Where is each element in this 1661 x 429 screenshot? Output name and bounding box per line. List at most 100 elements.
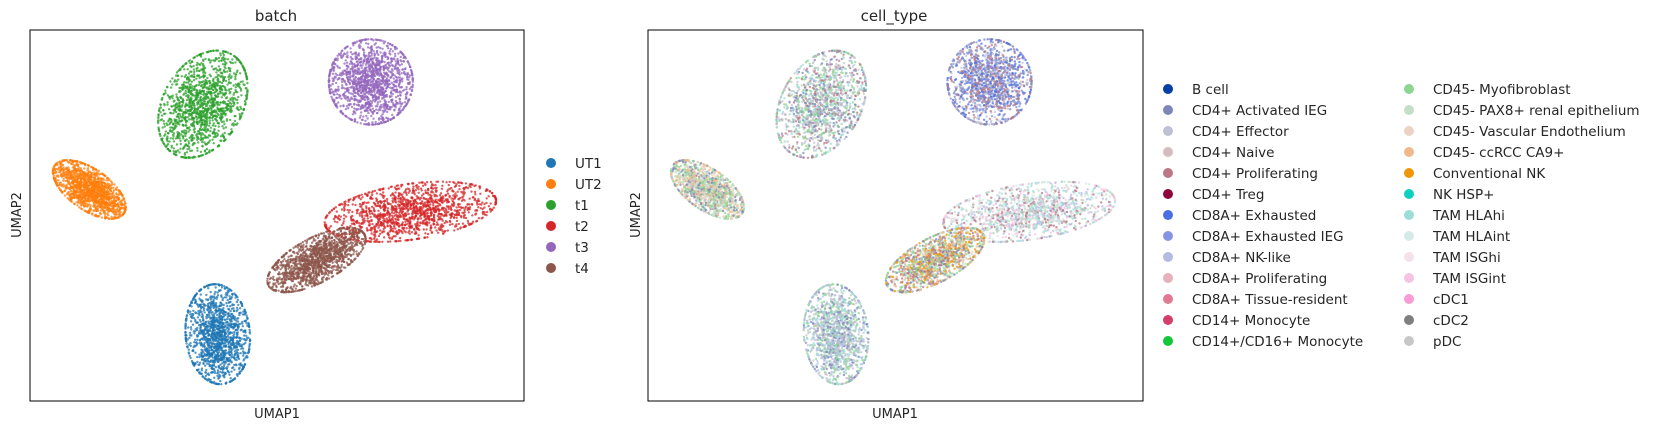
data-point	[165, 144, 169, 147]
data-point	[124, 202, 127, 205]
data-point	[191, 100, 194, 103]
data-point	[189, 135, 192, 138]
data-point	[234, 296, 237, 299]
data-point	[108, 192, 111, 196]
data-point	[83, 185, 86, 188]
data-point	[119, 206, 123, 210]
data-point	[203, 83, 206, 86]
data-point	[230, 87, 233, 91]
data-point	[214, 306, 218, 310]
data-point	[209, 360, 212, 363]
data-point	[239, 344, 243, 348]
data-point	[215, 302, 218, 305]
data-point	[223, 296, 226, 299]
data-point	[192, 128, 195, 131]
data-point	[235, 323, 238, 327]
data-point	[242, 366, 245, 369]
data-point	[219, 75, 223, 79]
data-point	[219, 304, 222, 308]
data-point	[429, 224, 432, 227]
data-point	[190, 328, 193, 331]
data-point	[232, 72, 236, 75]
data-point	[192, 78, 196, 82]
cluster-1	[51, 159, 127, 220]
data-point	[112, 202, 115, 205]
data-point	[92, 180, 96, 184]
data-point	[211, 124, 215, 127]
data-point	[99, 202, 102, 205]
data-point	[377, 209, 380, 213]
data-point	[206, 298, 209, 302]
data-point	[243, 99, 247, 103]
data-point	[395, 201, 398, 204]
data-point	[215, 119, 218, 122]
data-point	[365, 206, 368, 210]
data-point	[72, 175, 75, 179]
data-point	[216, 372, 219, 375]
data-point	[214, 84, 217, 88]
data-point	[184, 81, 188, 84]
data-point	[235, 71, 238, 74]
data-point	[188, 100, 192, 103]
data-point	[94, 174, 98, 177]
data-point	[244, 94, 248, 97]
data-point	[203, 377, 207, 380]
data-point	[218, 312, 221, 316]
data-point	[208, 98, 211, 102]
data-point	[212, 346, 216, 350]
data-point	[238, 336, 241, 340]
data-point	[219, 367, 222, 370]
data-point	[202, 309, 205, 312]
data-point	[185, 318, 188, 321]
data-point	[220, 107, 223, 110]
data-point	[186, 127, 189, 130]
data-point	[234, 363, 237, 366]
data-point	[366, 217, 370, 220]
data-point	[366, 229, 369, 232]
data-point	[88, 203, 91, 206]
data-point	[204, 335, 207, 339]
data-point	[204, 78, 207, 82]
data-point	[207, 333, 211, 336]
data-point	[173, 80, 176, 83]
data-point	[455, 216, 458, 219]
data-point	[187, 72, 191, 75]
data-point	[223, 50, 227, 53]
data-point	[71, 180, 75, 184]
data-point	[474, 184, 477, 187]
data-point	[89, 209, 92, 213]
data-point	[191, 122, 195, 125]
data-point	[62, 185, 65, 188]
data-point	[239, 362, 242, 365]
data-point	[214, 114, 217, 117]
data-point	[197, 137, 200, 140]
data-point	[231, 293, 234, 296]
data-point	[196, 338, 199, 341]
data-point	[198, 91, 201, 95]
data-point	[406, 222, 409, 225]
data-point	[175, 135, 179, 138]
data-point	[223, 374, 226, 378]
data-point	[162, 142, 166, 145]
data-point	[193, 70, 196, 74]
data-point	[71, 161, 75, 164]
data-point	[221, 371, 224, 374]
data-point	[208, 81, 211, 85]
data-point	[204, 105, 208, 108]
data-point	[209, 290, 212, 294]
data-point	[229, 98, 232, 102]
data-point	[192, 64, 195, 68]
data-point	[241, 350, 245, 353]
data-point	[103, 182, 107, 185]
data-point	[246, 317, 249, 320]
data-point	[233, 323, 236, 326]
data-point	[197, 62, 200, 66]
data-point	[202, 318, 205, 321]
data-point	[234, 77, 237, 81]
data-point	[238, 313, 241, 317]
data-point	[88, 179, 92, 183]
data-point	[229, 70, 232, 73]
data-point	[206, 379, 209, 382]
data-point	[336, 217, 340, 220]
data-point	[103, 185, 107, 189]
